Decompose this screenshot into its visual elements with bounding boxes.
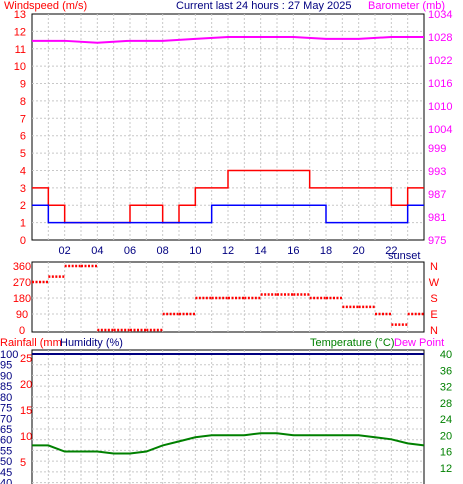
barometer-tick-label: 1004 — [428, 124, 452, 136]
hour-tick-label: 08 — [157, 245, 169, 257]
temperature-line — [32, 432, 425, 455]
rainfall-axis-title: Rainfall (mm — [0, 337, 62, 349]
direction-tick-label: 0 — [19, 325, 25, 337]
wind-left-tick-label: 8 — [20, 96, 26, 108]
hour-tick-label: 02 — [59, 245, 71, 257]
compass-tick-label: N — [430, 325, 438, 337]
direction-tick-label: 360 — [13, 261, 31, 273]
wind-left-tick-label: 12 — [14, 26, 26, 38]
hour-tick-label: 22 — [385, 245, 397, 257]
rainfall-tick-label: 10 — [20, 431, 32, 443]
direction-tick-label: 180 — [13, 293, 31, 305]
humidity-tick-label: 90 — [0, 370, 12, 382]
barometer-tick-label: 975 — [428, 235, 446, 247]
humidity-tick-label: 100 — [0, 349, 18, 361]
humidity-tick-label: 65 — [0, 424, 12, 436]
humidity-tick-label: 75 — [0, 403, 12, 415]
compass-tick-label: E — [430, 309, 437, 321]
compass-tick-label: S — [430, 293, 437, 305]
barometer-tick-label: 1010 — [428, 101, 452, 113]
rainfall-tick-label: 15 — [20, 405, 32, 417]
humidity-tick-label: 60 — [0, 435, 12, 447]
wind-left-tick-label: 13 — [14, 9, 26, 21]
humidity-tick-label: 55 — [0, 445, 12, 457]
temperature-tick-label: 12 — [440, 463, 452, 475]
wind-left-tick-label: 10 — [14, 61, 26, 73]
wind-left-tick-label: 6 — [20, 131, 26, 143]
hour-tick-label: 20 — [353, 245, 365, 257]
barometer-tick-label: 1034 — [428, 9, 452, 21]
humidity-tick-label: 40 — [0, 478, 12, 484]
wind-left-tick-label: 5 — [20, 148, 26, 160]
wind-left-tick-label: 1 — [20, 218, 26, 230]
barometer-axis-title: Barometer (mb) — [368, 0, 445, 12]
barometer-tick-label: 981 — [428, 212, 446, 224]
windspeed-axis-title: Windspeed (m/s) — [4, 0, 87, 12]
barometer-tick-label: 1016 — [428, 78, 452, 90]
rainfall-tick-label: 5 — [20, 457, 26, 469]
chart-title: Current last 24 hours : 27 May 2025 — [176, 0, 351, 12]
humidity-tick-label: 70 — [0, 413, 12, 425]
wind-left-tick-label: 4 — [20, 165, 26, 177]
sunset-label: sunset — [388, 250, 420, 262]
wind-left-tick-label: 7 — [20, 113, 26, 125]
wind-left-tick-label: 9 — [20, 79, 26, 91]
barometer-tick-label: 999 — [428, 143, 446, 155]
rainfall-tick-label: 25 — [20, 353, 32, 365]
barometer-tick-label: 987 — [428, 189, 446, 201]
humidity-tick-label: 80 — [0, 392, 12, 404]
compass-tick-label: W — [429, 277, 440, 289]
windspeed-line — [32, 204, 424, 224]
direction-tick-label: 90 — [16, 309, 28, 321]
humidity-axis-title: Humidity (%) — [60, 337, 123, 349]
hour-tick-label: 14 — [255, 245, 267, 257]
compass-tick-label: N — [430, 261, 438, 273]
rainfall-tick-label: 20 — [20, 379, 32, 391]
hour-tick-label: 12 — [222, 245, 234, 257]
wind-left-tick-label: 3 — [20, 183, 26, 195]
wind-left-tick-label: 0 — [20, 235, 26, 247]
temperature-tick-label: 36 — [440, 365, 452, 377]
dewpoint-axis-title: Dew Point — [394, 337, 444, 349]
hour-tick-label: 10 — [189, 245, 201, 257]
hour-tick-label: 04 — [91, 245, 103, 257]
humidity-tick-label: 95 — [0, 360, 12, 372]
barometer-tick-label: 1028 — [428, 32, 452, 44]
barometer-tick-label: 1022 — [428, 55, 452, 67]
temperature-tick-label: 24 — [440, 414, 452, 426]
temperature-tick-label: 40 — [440, 349, 452, 361]
barometer-line — [32, 35, 424, 44]
humidity-tick-label: 85 — [0, 381, 12, 393]
humidity-tick-label: 50 — [0, 456, 12, 468]
humidity-tick-label: 45 — [0, 467, 12, 479]
barometer-tick-label: 993 — [428, 166, 446, 178]
wind-left-tick-label: 11 — [15, 44, 26, 56]
temperature-tick-label: 16 — [440, 447, 452, 459]
hour-tick-label: 06 — [124, 245, 136, 257]
hour-tick-label: 16 — [287, 245, 299, 257]
temperature-tick-label: 28 — [440, 398, 452, 410]
hour-tick-label: 18 — [320, 245, 332, 257]
temperature-axis-title: Temperature (°C) — [310, 337, 394, 349]
temperature-tick-label: 32 — [440, 382, 452, 394]
direction-tick-label: 270 — [13, 277, 31, 289]
temperature-tick-label: 20 — [440, 430, 452, 442]
wind-left-tick-label: 2 — [20, 200, 26, 212]
